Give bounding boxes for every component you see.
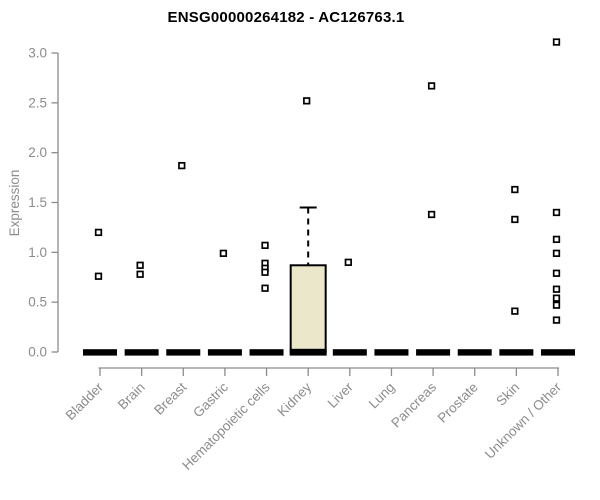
x-tick-label: Gastric (190, 379, 231, 420)
median-line (499, 349, 534, 356)
data-point (303, 97, 311, 105)
y-tick-label: 1.0 (28, 245, 47, 260)
data-point (552, 235, 561, 244)
median-line (374, 349, 409, 356)
data-point (261, 268, 269, 276)
data-point (427, 82, 436, 90)
y-tick-label: 2.0 (28, 145, 47, 160)
data-point (552, 38, 561, 46)
median-line (416, 349, 451, 356)
median-line (541, 349, 575, 356)
data-point (136, 270, 144, 278)
x-tick-label: Lung (366, 380, 398, 412)
median-line (249, 349, 284, 356)
data-point (552, 285, 561, 293)
data-point (511, 185, 519, 194)
x-tick-label: Liver (325, 379, 357, 411)
data-point (552, 269, 561, 277)
x-tick-label: Skin (493, 380, 522, 409)
x-tick-label: Unknown / Other (482, 379, 565, 462)
data-point (178, 161, 186, 170)
x-tick-label: Kidney (275, 379, 315, 419)
data-point (552, 301, 561, 309)
x-tick-label: Bladder (63, 379, 107, 423)
x-tick-label: Brain (115, 380, 148, 413)
data-point (94, 272, 103, 280)
data-point (261, 284, 269, 292)
median-line (83, 349, 117, 356)
data-point (552, 208, 561, 217)
y-tick-label: 0.5 (28, 295, 47, 310)
data-point (511, 307, 519, 315)
iqr-box (289, 264, 327, 354)
data-point (552, 249, 561, 257)
x-tick-label: Pancreas (388, 379, 439, 430)
x-tick-label: Prostate (435, 380, 481, 426)
data-point (219, 249, 228, 257)
data-point (261, 241, 269, 250)
data-point (136, 261, 144, 269)
median-line (166, 349, 201, 356)
median-line (124, 349, 159, 356)
y-tick-label: 0.0 (28, 345, 47, 360)
y-tick-label: 2.5 (28, 95, 47, 110)
data-point (552, 294, 561, 302)
data-point (344, 258, 352, 266)
chart-title: ENSG00000264182 - AC126763.1 (167, 9, 405, 26)
x-tick-label: Breast (151, 379, 189, 417)
y-tick-label: 3.0 (28, 46, 47, 61)
data-point (511, 215, 519, 224)
median-line (332, 349, 367, 356)
data-point (427, 210, 436, 219)
median-line (457, 349, 492, 356)
data-point (94, 228, 103, 237)
y-tick-label: 1.5 (28, 195, 47, 210)
data-point (552, 316, 561, 324)
median-line (207, 349, 242, 356)
median-line (289, 348, 327, 356)
